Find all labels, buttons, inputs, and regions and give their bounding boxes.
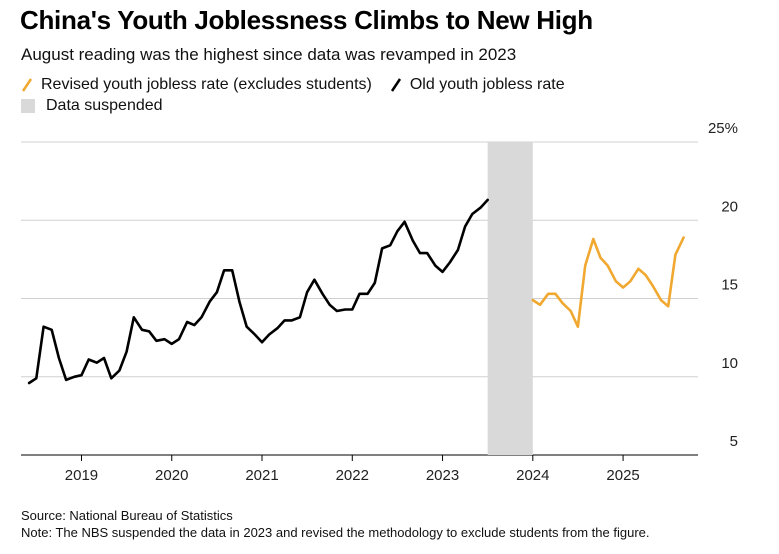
legend-old-line-icon <box>390 78 401 92</box>
legend-item-revised: Revised youth jobless rate (excludes stu… <box>21 76 372 94</box>
chart-title: China's Youth Joblessness Climbs to New … <box>20 5 593 35</box>
methodology-note: Note: The NBS suspended the data in 2023… <box>21 525 650 540</box>
x-tick-label: 2020 <box>155 467 188 484</box>
x-tick-label: 2021 <box>245 467 278 484</box>
y-tick-label: 10 <box>721 355 738 372</box>
legend-revised-label: Revised youth jobless rate (excludes stu… <box>41 76 372 93</box>
legend-old-label: Old youth jobless rate <box>409 76 565 93</box>
legend-suspended-label: Data suspended <box>46 97 163 114</box>
y-tick-label: 25% <box>708 120 738 137</box>
legend-suspended: Data suspended <box>21 97 163 115</box>
revised-rate-line <box>531 236 685 328</box>
suspended-band-layer <box>487 142 533 455</box>
legend-suspended-swatch-icon <box>21 99 35 113</box>
y-tick-label: 20 <box>721 198 738 215</box>
source-note: Source: National Bureau of Statistics <box>21 508 233 523</box>
x-axis: 2019 2020 2021 2022 2023 2024 2025 <box>65 455 640 484</box>
gridlines <box>21 141 698 456</box>
chart-subtitle: August reading was the highest since dat… <box>21 45 517 64</box>
suspended-band <box>487 142 533 455</box>
y-tick-label: 5 <box>730 433 738 450</box>
legend: Revised youth jobless rate (excludes stu… <box>21 76 583 94</box>
x-tick-label: 2019 <box>65 467 98 484</box>
series-layer <box>27 198 685 385</box>
x-tick-label: 2022 <box>336 467 369 484</box>
x-tick-label: 2025 <box>606 467 639 484</box>
x-tick-label: 2024 <box>516 467 549 484</box>
legend-revised-line-icon <box>21 78 33 92</box>
y-axis: 5 10 15 20 25% <box>708 120 738 450</box>
old-rate-line <box>27 198 489 385</box>
legend-item-old: Old youth jobless rate <box>390 76 565 94</box>
x-tick-label: 2023 <box>426 467 459 484</box>
y-tick-label: 15 <box>721 277 738 294</box>
